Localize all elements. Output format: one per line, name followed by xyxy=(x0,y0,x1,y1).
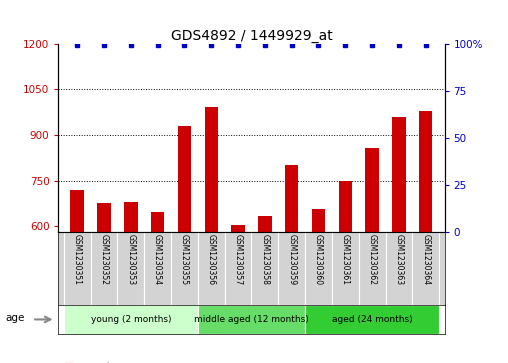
Bar xyxy=(386,232,412,305)
Bar xyxy=(365,148,379,363)
Text: age: age xyxy=(5,313,24,323)
Title: GDS4892 / 1449929_at: GDS4892 / 1449929_at xyxy=(171,29,332,42)
Text: GSM1230353: GSM1230353 xyxy=(126,234,135,286)
Text: count: count xyxy=(84,362,111,363)
Text: GSM1230352: GSM1230352 xyxy=(100,234,109,285)
Bar xyxy=(231,225,245,363)
Bar xyxy=(178,126,191,363)
Bar xyxy=(90,232,117,305)
Text: GSM1230354: GSM1230354 xyxy=(153,234,162,286)
Bar xyxy=(305,305,439,334)
Bar xyxy=(251,232,278,305)
Text: GSM1230356: GSM1230356 xyxy=(207,234,216,286)
Bar xyxy=(98,203,111,363)
Text: GSM1230351: GSM1230351 xyxy=(73,234,82,285)
Bar xyxy=(419,111,432,363)
Bar xyxy=(64,232,90,305)
Bar xyxy=(71,190,84,363)
Bar xyxy=(339,181,352,363)
Text: GSM1230355: GSM1230355 xyxy=(180,234,189,286)
Text: GSM1230362: GSM1230362 xyxy=(368,234,376,285)
Text: young (2 months): young (2 months) xyxy=(90,315,171,324)
Bar xyxy=(332,232,359,305)
Text: GSM1230361: GSM1230361 xyxy=(341,234,350,285)
Text: middle aged (12 months): middle aged (12 months) xyxy=(194,315,309,324)
Bar xyxy=(198,232,225,305)
Bar xyxy=(144,232,171,305)
Bar xyxy=(151,212,164,363)
Bar xyxy=(285,165,298,363)
Text: GSM1230357: GSM1230357 xyxy=(234,234,242,286)
Text: GSM1230363: GSM1230363 xyxy=(394,234,403,286)
Bar xyxy=(312,209,325,363)
Bar xyxy=(124,202,138,363)
Bar xyxy=(64,305,198,334)
Bar xyxy=(278,232,305,305)
Bar xyxy=(412,232,439,305)
Bar xyxy=(305,232,332,305)
Text: GSM1230360: GSM1230360 xyxy=(314,234,323,286)
Text: aged (24 months): aged (24 months) xyxy=(332,315,412,324)
Bar xyxy=(392,117,405,363)
Text: GSM1230364: GSM1230364 xyxy=(421,234,430,286)
Bar xyxy=(258,216,272,363)
Bar xyxy=(171,232,198,305)
Text: GSM1230358: GSM1230358 xyxy=(261,234,269,285)
Text: GSM1230359: GSM1230359 xyxy=(287,234,296,286)
Text: ■: ■ xyxy=(64,362,74,363)
Bar xyxy=(359,232,386,305)
Bar xyxy=(117,232,144,305)
Bar xyxy=(198,305,305,334)
Bar xyxy=(225,232,251,305)
Bar xyxy=(205,107,218,363)
